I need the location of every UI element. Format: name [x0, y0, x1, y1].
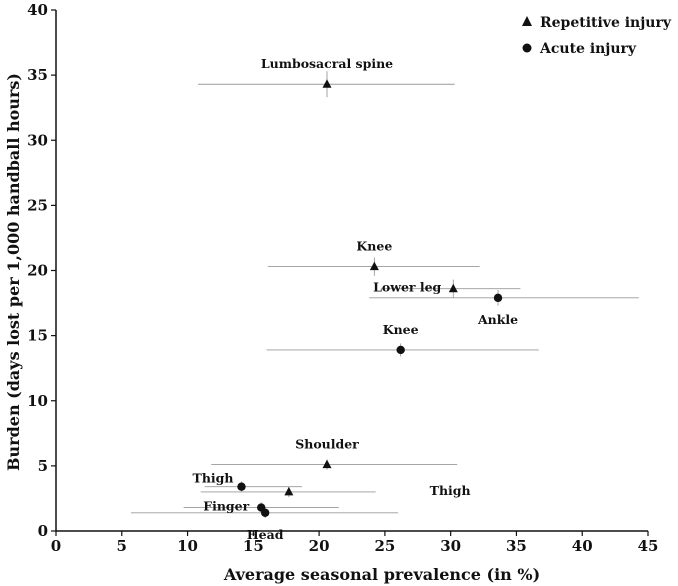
point-label: Head	[247, 527, 284, 542]
x-tick-label: 10	[177, 537, 198, 555]
ticks: 0 5 10 15 20 25 30 35 40 45 0 5 10 15 20 25 30 35 40	[27, 1, 658, 555]
x-tick-label: 40	[572, 537, 593, 555]
y-tick-label: 10	[27, 392, 48, 410]
circle-marker	[237, 482, 246, 491]
triangle-marker	[369, 261, 379, 271]
x-tick-label: 30	[440, 537, 461, 555]
point-label: Ankle	[477, 312, 518, 327]
x-tick-label: 0	[51, 537, 61, 555]
circle-marker	[493, 293, 503, 303]
triangle-marker	[284, 486, 294, 496]
legend-label-repetitive: Repetitive injury	[540, 15, 672, 31]
x-tick-label: 25	[374, 537, 395, 555]
x-tick-label: 45	[638, 537, 659, 555]
circle-marker	[260, 508, 270, 517]
x-tick-label: 5	[117, 537, 127, 555]
legend: Repetitive injury Acute injury	[522, 15, 672, 57]
y-tick-label: 25	[27, 196, 48, 214]
triangle-marker	[448, 283, 458, 293]
y-tick-label: 0	[38, 522, 48, 540]
legend-circle-marker	[522, 43, 532, 53]
point-label: Shoulder	[295, 437, 359, 452]
triangle-marker	[322, 459, 332, 469]
y-axis-title: Burden (days lost per 1,000 handball hou…	[4, 73, 23, 471]
point-label: Lumbosacral spine	[261, 56, 393, 71]
circle-marker	[396, 345, 405, 355]
triangle-marker	[322, 79, 332, 88]
x-tick-label: 15	[243, 537, 264, 555]
axes	[55, 10, 648, 532]
y-tick-label: 30	[27, 131, 48, 149]
point-labels: Lumbosacral spine Knee Lower leg Shoulder Th…	[193, 56, 519, 542]
point-label: Knee	[383, 322, 419, 337]
point-label: Finger	[203, 499, 249, 514]
x-tick-label: 35	[506, 537, 527, 555]
point-label: Thigh	[430, 483, 471, 498]
point-label: Lower leg	[373, 280, 441, 295]
x-axis-title: Average seasonal prevalence (in %)	[223, 565, 540, 584]
y-tick-label: 40	[27, 1, 48, 19]
y-tick-label: 35	[27, 66, 48, 84]
y-tick-label: 5	[38, 457, 48, 475]
y-tick-label: 20	[27, 262, 48, 280]
x-tick-label: 20	[309, 537, 330, 555]
point-label: Knee	[356, 239, 392, 254]
legend-triangle-marker	[522, 16, 532, 26]
markers	[237, 79, 503, 517]
point-label: Thigh	[193, 471, 234, 486]
legend-label-acute: Acute injury	[539, 41, 637, 57]
y-tick-label: 15	[27, 327, 48, 345]
